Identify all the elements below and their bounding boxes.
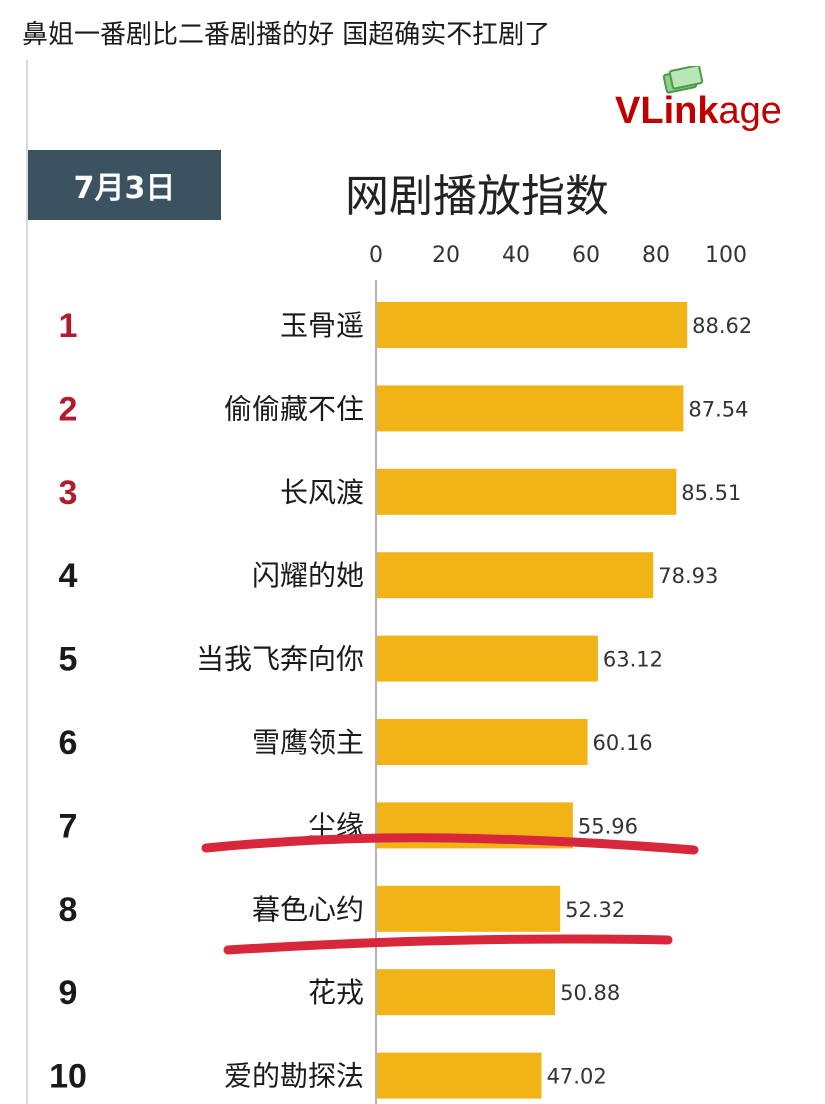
rank-label: 6 <box>59 724 78 762</box>
rank-label: 5 <box>59 641 78 679</box>
post-caption: 鼻姐一番剧比二番剧播的好 国超确实不扛剧了 <box>22 20 551 50</box>
rank-label: 9 <box>59 974 78 1012</box>
logo-l: L <box>640 90 664 132</box>
category-label: 偷偷藏不住 <box>224 392 364 425</box>
bar <box>377 885 561 932</box>
chart-title: 网剧播放指数 <box>345 171 609 222</box>
rank-label: 10 <box>49 1058 87 1096</box>
date-badge: 7月3日 <box>28 150 221 220</box>
value-label: 55.96 <box>578 814 638 838</box>
category-label: 当我飞奔向你 <box>196 643 364 676</box>
value-label: 50.88 <box>560 981 620 1005</box>
value-label: 88.62 <box>692 314 752 338</box>
category-label: 爱的勘探法 <box>224 1060 364 1093</box>
value-label: 52.32 <box>565 898 625 922</box>
bar <box>377 385 684 432</box>
logo-v: V <box>615 90 641 132</box>
value-label: 85.51 <box>681 481 741 505</box>
category-label: 花戎 <box>308 976 364 1009</box>
rank-label: 2 <box>59 390 78 428</box>
value-label: 60.16 <box>593 731 653 755</box>
bar <box>377 1052 542 1099</box>
logo-age: age <box>718 90 782 132</box>
value-label: 78.93 <box>658 564 718 588</box>
x-tick-label: 20 <box>432 243 460 268</box>
rank-label: 4 <box>59 557 78 595</box>
x-tick-label: 0 <box>369 243 383 268</box>
rank-label: 1 <box>59 307 78 345</box>
value-label: 47.02 <box>547 1065 607 1089</box>
category-label: 闪耀的她 <box>252 559 364 592</box>
bar <box>377 552 654 599</box>
logo-mark-icon <box>662 66 704 94</box>
x-tick-label: 40 <box>502 243 530 268</box>
category-label: 长风渡 <box>280 476 364 509</box>
rank-label: 3 <box>59 474 78 512</box>
logo-ink: ink <box>663 90 719 132</box>
bar <box>377 468 677 515</box>
bar <box>377 302 688 348</box>
category-label: 玉骨遥 <box>280 309 364 342</box>
rank-label: 7 <box>59 807 78 845</box>
value-label: 63.12 <box>603 648 663 672</box>
vlinkage-logo: VLinkage <box>615 66 805 138</box>
x-tick-label: 60 <box>572 243 600 268</box>
bar <box>377 635 598 682</box>
annotation-underline <box>223 934 673 955</box>
bar <box>377 719 588 765</box>
x-tick-label: 80 <box>642 243 670 268</box>
annotation-underline <box>201 833 699 855</box>
value-label: 87.54 <box>688 397 748 421</box>
bar <box>377 969 556 1016</box>
photo-edge <box>26 60 28 1104</box>
category-label: 雪鹰领主 <box>252 726 364 759</box>
rank-label: 8 <box>59 891 78 929</box>
x-tick-label: 100 <box>705 243 747 268</box>
category-label: 暮色心约 <box>252 893 364 926</box>
